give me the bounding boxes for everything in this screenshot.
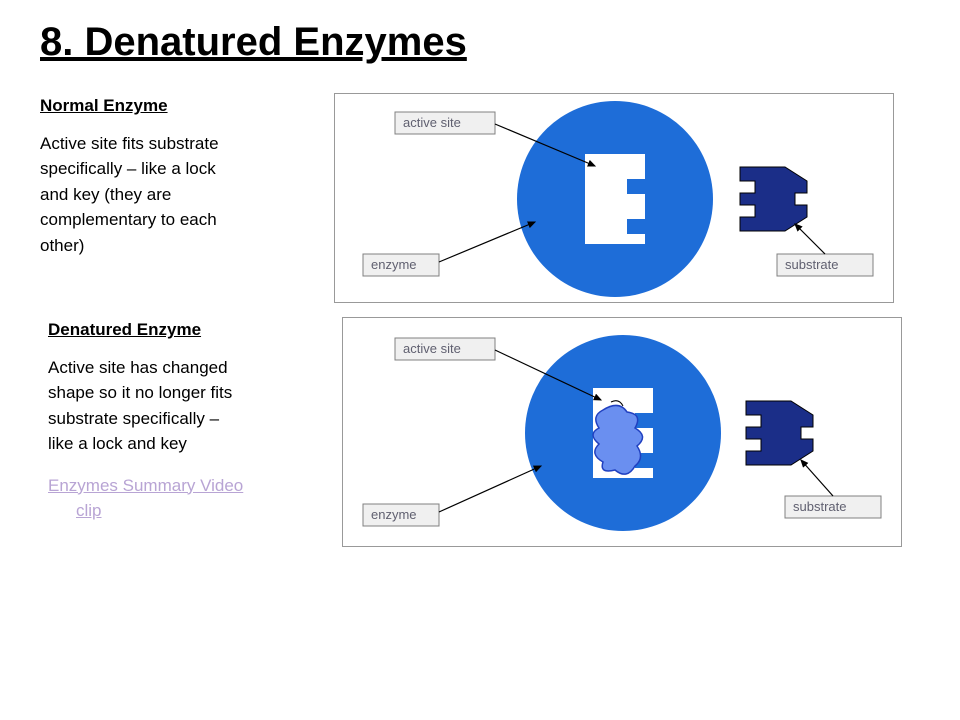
denatured-line: substrate specifically – xyxy=(48,406,318,432)
link-line2: clip xyxy=(76,498,318,524)
page-title: 8. Denatured Enzymes xyxy=(40,20,920,65)
label-active-site: active site xyxy=(403,341,461,356)
diagram-normal: active site enzyme substrate xyxy=(334,93,894,303)
text-denatured: Denatured Enzyme Active site has changed… xyxy=(48,317,318,524)
row-denatured: Denatured Enzyme Active site has changed… xyxy=(40,317,920,547)
normal-line: Active site fits substrate xyxy=(40,131,310,157)
heading-denatured: Denatured Enzyme xyxy=(48,317,318,343)
label-substrate: substrate xyxy=(793,499,846,514)
video-link[interactable]: Enzymes Summary Video clip xyxy=(48,473,318,524)
label-enzyme: enzyme xyxy=(371,257,417,272)
diagram-denatured: active site enzyme substrate xyxy=(342,317,902,547)
denatured-line: like a lock and key xyxy=(48,431,318,457)
normal-line: complementary to each xyxy=(40,207,310,233)
row-normal: Normal Enzyme Active site fits substrate… xyxy=(40,93,920,303)
normal-line: and key (they are xyxy=(40,182,310,208)
denatured-line: shape so it no longer fits xyxy=(48,380,318,406)
label-substrate: substrate xyxy=(785,257,838,272)
denatured-line: Active site has changed xyxy=(48,355,318,381)
normal-line: specifically – like a lock xyxy=(40,156,310,182)
label-enzyme: enzyme xyxy=(371,507,417,522)
link-line1: Enzymes Summary Video xyxy=(48,476,243,495)
normal-line: other) xyxy=(40,233,310,259)
label-active-site: active site xyxy=(403,115,461,130)
text-normal: Normal Enzyme Active site fits substrate… xyxy=(40,93,310,258)
heading-normal: Normal Enzyme xyxy=(40,93,310,119)
